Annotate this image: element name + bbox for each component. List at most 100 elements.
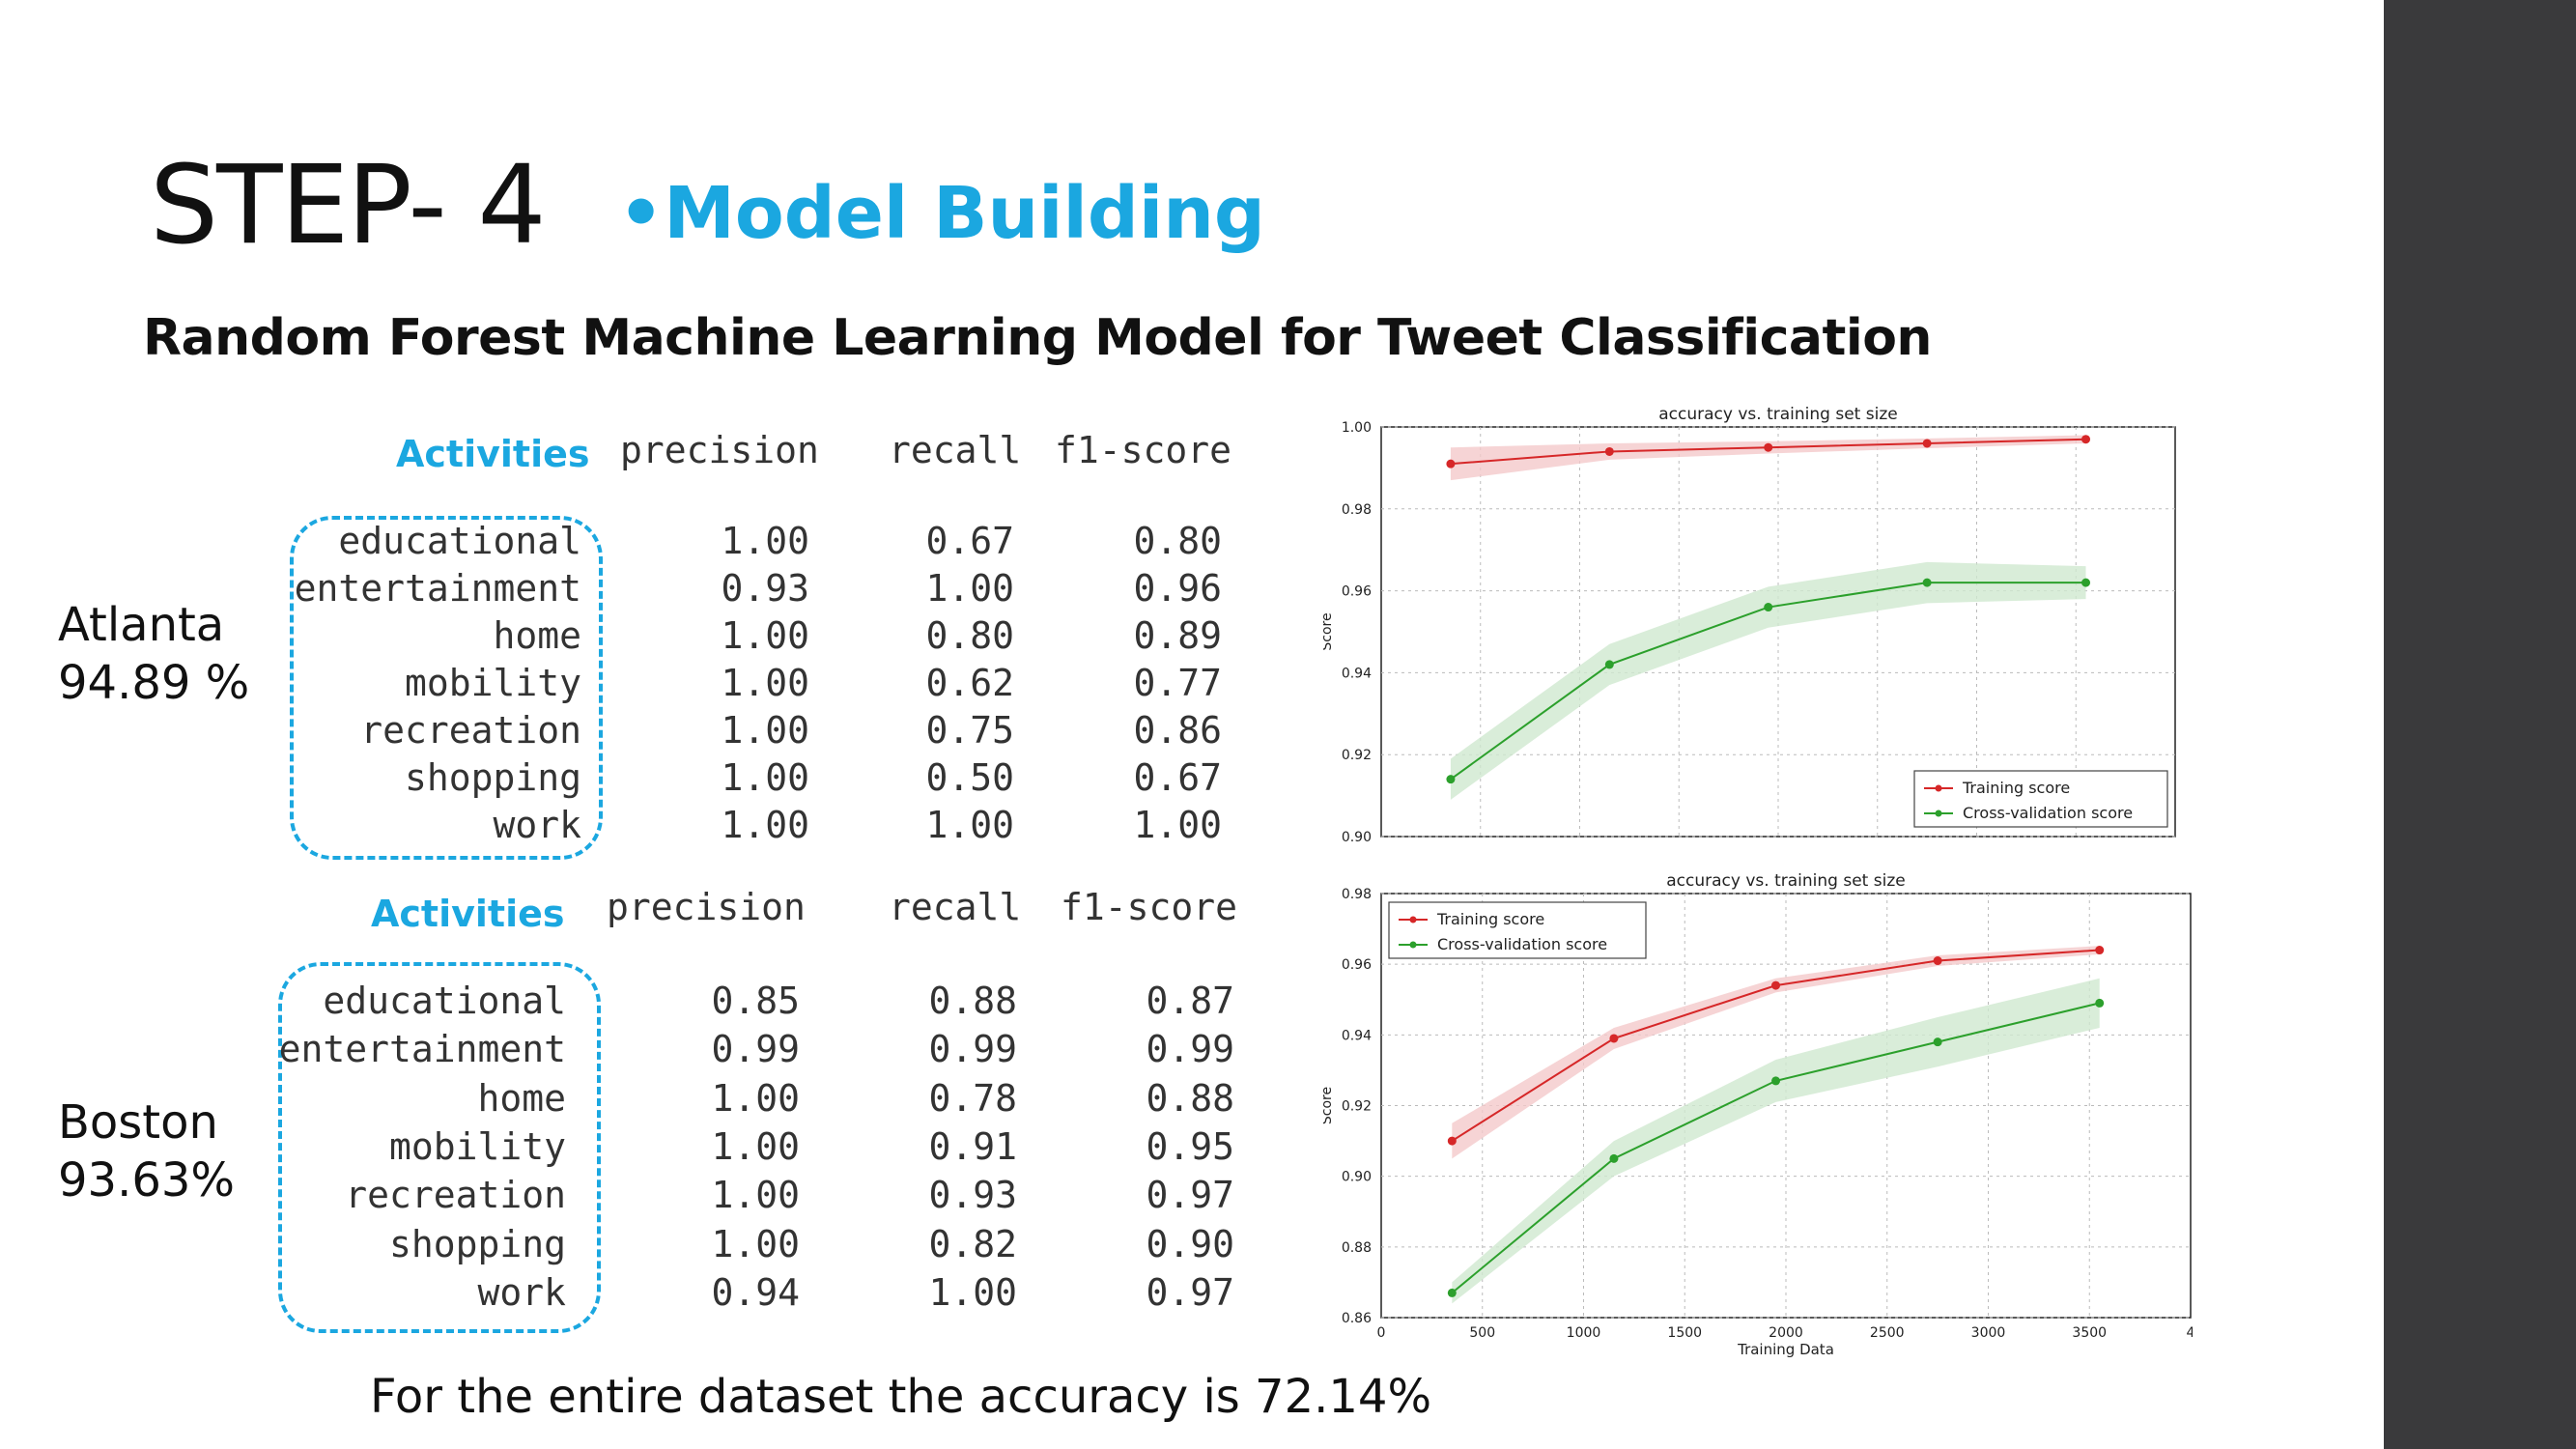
chart-title: accuracy vs. training set size xyxy=(1666,871,1905,891)
step-title: STEP- 4 xyxy=(150,143,547,269)
data-point xyxy=(1447,1288,1457,1297)
atlanta-city-name: Atlanta xyxy=(58,598,225,652)
precision-value: 1.00 xyxy=(711,1124,800,1168)
recall-value: 0.80 xyxy=(925,614,1014,657)
boston-activities-header: Activities xyxy=(371,893,565,935)
footer-accuracy-note: For the entire dataset the accuracy is 7… xyxy=(370,1370,1432,1424)
y-tick-label: 0.92 xyxy=(1342,748,1372,763)
activity-label: mobility xyxy=(404,662,581,704)
precision-value: 0.93 xyxy=(721,567,809,610)
boston-col-precision: precision xyxy=(607,886,806,928)
data-point xyxy=(1446,775,1456,784)
legend-entry: Training score xyxy=(1436,910,1544,928)
atlanta-col-recall: recall xyxy=(889,429,1022,471)
precision-value: 1.00 xyxy=(721,709,809,752)
data-point xyxy=(1609,1153,1619,1163)
atlanta-learning-curve-chart: 1.00 0.98 0.96 0.94 0.92 0.90 accuracy vs. tra… xyxy=(1323,405,2176,842)
recall-value: 1.00 xyxy=(925,804,1014,846)
recall-value: 0.50 xyxy=(925,756,1014,799)
activity-label: recreation xyxy=(345,1174,566,1217)
y-tick-label: 0.92 xyxy=(1342,1099,1372,1115)
precision-value: 1.00 xyxy=(721,756,809,799)
recall-value: 0.75 xyxy=(925,709,1014,752)
activity-label: home xyxy=(477,1076,566,1120)
data-point xyxy=(1604,660,1614,669)
x-tick-label: 1500 xyxy=(1667,1325,1702,1341)
f1-value: 0.88 xyxy=(1146,1076,1234,1120)
data-point xyxy=(1447,1136,1457,1146)
y-tick-label: 0.98 xyxy=(1342,887,1372,902)
section-bullet: •Model Building xyxy=(618,172,1265,255)
legend-box xyxy=(1913,770,2168,828)
recall-value: 1.00 xyxy=(925,567,1014,610)
x-tick-label: 0 xyxy=(1377,1325,1386,1341)
boston-activities-dashed-box xyxy=(278,962,601,1333)
legend-box xyxy=(1388,901,1647,959)
y-tick-label: 0.90 xyxy=(1342,830,1372,842)
f1-value: 0.99 xyxy=(1146,1028,1234,1071)
f1-value: 0.87 xyxy=(1146,980,1234,1022)
data-point xyxy=(1764,603,1773,612)
boston-col-recall: recall xyxy=(889,886,1022,928)
f1-value: 0.90 xyxy=(1146,1222,1234,1265)
activity-label: shopping xyxy=(388,1222,566,1265)
atlanta-city-label: Atlanta 94.89 % xyxy=(58,596,249,712)
precision-value: 1.00 xyxy=(721,520,809,562)
legend-entry: Training score xyxy=(1962,779,2070,797)
legend-swatch-marker xyxy=(1409,916,1417,923)
boston-accuracy: 93.63% xyxy=(58,1153,236,1208)
data-point xyxy=(1933,1037,1942,1047)
atlanta-accuracy: 94.89 % xyxy=(58,656,250,710)
boston-city-name: Boston xyxy=(58,1095,218,1150)
recall-value: 0.67 xyxy=(925,520,1014,562)
x-tick-label: 3500 xyxy=(2072,1325,2107,1341)
x-tick-label: 500 xyxy=(1469,1325,1495,1341)
recall-value: 1.00 xyxy=(928,1270,1017,1314)
y-tick-label: 0.96 xyxy=(1342,584,1372,600)
data-point xyxy=(1609,1034,1619,1043)
precision-value: 1.00 xyxy=(721,614,809,657)
data-point xyxy=(2095,998,2105,1008)
activity-label: work xyxy=(477,1270,566,1314)
recall-value: 0.91 xyxy=(928,1124,1017,1168)
legend-swatch-marker xyxy=(1935,784,1942,792)
confidence-band xyxy=(1452,978,2100,1304)
y-axis-label: Score xyxy=(1323,1087,1335,1124)
chart-title: accuracy vs. training set size xyxy=(1658,405,1897,424)
precision-value: 0.85 xyxy=(711,980,800,1022)
precision-value: 1.00 xyxy=(721,662,809,704)
y-tick-label: 0.90 xyxy=(1342,1170,1372,1185)
precision-value: 1.00 xyxy=(711,1222,800,1265)
activity-label: educational xyxy=(338,520,581,562)
right-sidebar xyxy=(2384,0,2576,1449)
data-point xyxy=(1764,442,1773,452)
legend-swatch-marker xyxy=(1409,941,1417,949)
y-tick-label: 0.88 xyxy=(1342,1240,1372,1256)
x-axis-label: Training Data xyxy=(1737,1341,1834,1358)
x-tick-label: 3000 xyxy=(1971,1325,2006,1341)
legend-entry: Cross-validation score xyxy=(1437,935,1607,953)
f1-value: 0.67 xyxy=(1133,756,1222,799)
f1-value: 0.97 xyxy=(1146,1270,1234,1314)
f1-value: 1.00 xyxy=(1133,804,1222,846)
data-point xyxy=(1922,578,1932,587)
data-point xyxy=(2081,435,2091,444)
recall-value: 0.82 xyxy=(928,1222,1017,1265)
data-point xyxy=(1922,439,1932,448)
boston-learning-curve-chart: 0.98 0.96 0.94 0.92 0.90 0.88 0.86 0 500 1000 1500… xyxy=(1323,871,2193,1358)
x-tick-label: 2500 xyxy=(1870,1325,1905,1341)
activity-label: shopping xyxy=(404,756,581,799)
atlanta-col-f1: f1-score xyxy=(1055,429,1232,471)
recall-value: 0.99 xyxy=(928,1028,1017,1071)
atlanta-activities-header: Activities xyxy=(396,433,590,475)
precision-value: 1.00 xyxy=(711,1174,800,1217)
f1-value: 0.96 xyxy=(1133,567,1222,610)
data-point xyxy=(1933,956,1942,966)
activity-label: home xyxy=(493,614,581,657)
data-point xyxy=(2095,946,2105,955)
activity-label: mobility xyxy=(388,1124,566,1168)
y-tick-label: 0.98 xyxy=(1342,502,1372,518)
legend-entry: Cross-validation score xyxy=(1963,804,2133,822)
f1-value: 0.80 xyxy=(1133,520,1222,562)
boston-city-label: Boston 93.63% xyxy=(58,1094,235,1209)
